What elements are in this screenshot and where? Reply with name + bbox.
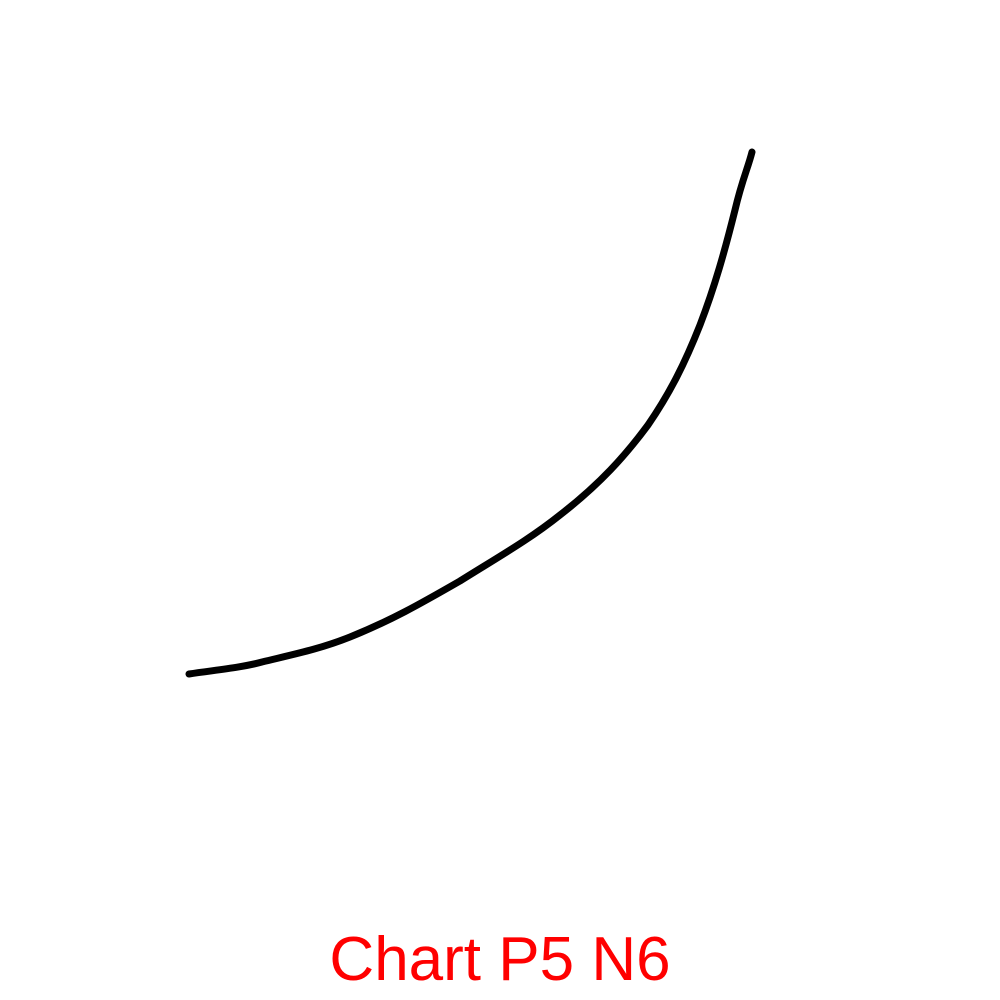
curve [185, 148, 756, 678]
caption: Chart P5 N6 [329, 925, 670, 994]
